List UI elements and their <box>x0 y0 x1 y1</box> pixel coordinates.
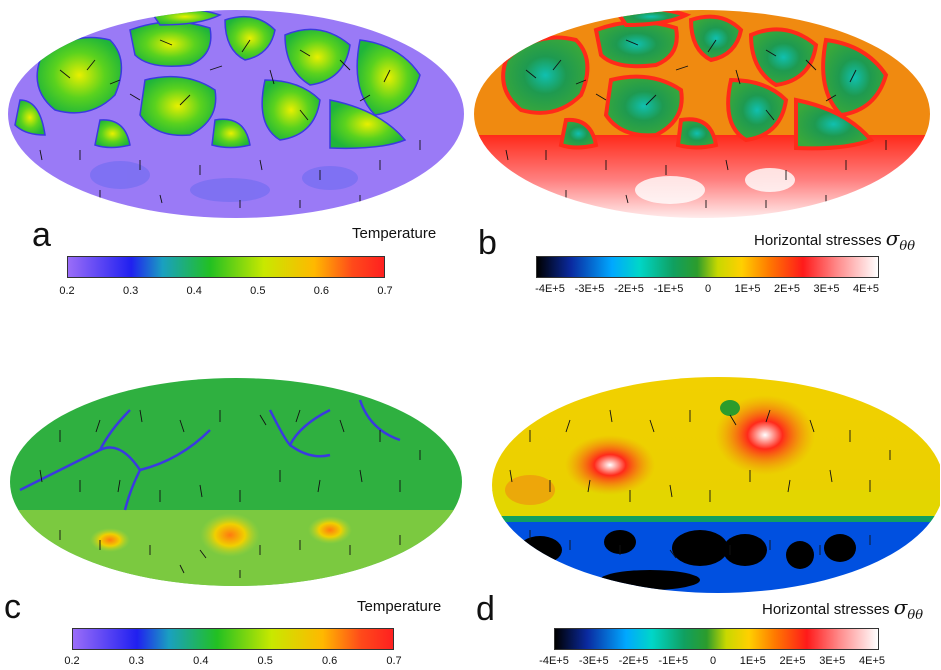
panel-a: a Temperature 0.2 0.3 0.4 0.5 0.6 0.7 <box>0 0 470 310</box>
colorbar-label-c: Temperature <box>357 598 442 615</box>
tick-label: -4E+5 <box>539 655 569 667</box>
tick-label: 0.7 <box>386 655 402 667</box>
tick-label: 0.4 <box>186 285 202 297</box>
mollweide-map-stress-d <box>492 377 940 593</box>
mollweide-map-stress-b <box>474 10 930 218</box>
compression-zones-d <box>518 530 856 590</box>
sigma-symbol-b: σ <box>885 226 900 250</box>
tick-label: 0.4 <box>193 655 209 667</box>
sigma-subscript-b: θθ <box>899 239 916 254</box>
tick-label: -2E+5 <box>618 655 649 667</box>
tick-label: 0.2 <box>64 655 80 667</box>
tick-label: 0.5 <box>257 655 273 667</box>
tick-label: 2E+5 <box>774 283 800 295</box>
sigma-subscript-d: θθ <box>907 608 924 623</box>
tick-label: 4E+5 <box>853 283 879 295</box>
panel-c: c Temperature 0.2 0.3 0.4 0.5 0.6 0.7 <box>0 370 470 669</box>
tick-label: 2E+5 <box>779 655 806 667</box>
colorbar-label-text-b: Horizontal stresses <box>754 232 882 249</box>
tick-label: 0 <box>709 655 717 667</box>
panel-d: d Horizontal stresses σθθ -4E+5 -3E+5 -2… <box>470 370 941 669</box>
panel-b: b Horizontal stresses σθθ -4E+5 -3E+5 -2… <box>470 0 941 310</box>
velocity-arrows-d <box>509 409 891 559</box>
sigma-symbol-d: σ <box>893 595 908 619</box>
tick-label: -3E+5 <box>574 283 605 295</box>
tick-label: 1E+5 <box>739 655 766 667</box>
panel-letter-b: b <box>478 224 497 262</box>
tick-label: 4E+5 <box>859 655 885 667</box>
tick-label: -3E+5 <box>578 655 609 667</box>
velocity-arrows-b <box>505 39 887 208</box>
tick-label: -1E+5 <box>658 655 689 667</box>
tick-label: -2E+5 <box>614 283 644 295</box>
velocity-arrows-c <box>39 409 421 578</box>
colorbar-ticks-b: -4E+5 -3E+5 -2E+5 -1E+5 0 1E+5 2E+5 3E+5… <box>535 282 879 298</box>
tick-label: 3E+5 <box>819 655 846 667</box>
panel-letter-d: d <box>476 590 495 628</box>
colorbar-label-b: Horizontal stresses σθθ <box>754 228 916 255</box>
colorbar-stress-b <box>536 256 879 278</box>
tick-label: 0.3 <box>122 285 139 297</box>
velocity-arrows-a <box>39 39 421 208</box>
mollweide-map-temperature-c <box>10 378 462 586</box>
colorbar-label-text-d: Horizontal stresses <box>762 601 890 618</box>
mollweide-map-temperature-a <box>8 10 464 218</box>
tick-label: 3E+5 <box>813 283 840 295</box>
tick-label: 1E+5 <box>734 283 761 295</box>
colorbar-ticks-c: 0.2 0.3 0.4 0.5 0.6 0.7 <box>64 654 401 670</box>
tick-label: 0.3 <box>128 655 145 667</box>
tick-label: 0.5 <box>250 285 266 297</box>
colorbar-ticks-a: 0.2 0.3 0.4 0.5 0.6 0.7 <box>59 284 392 300</box>
tick-label: 0.7 <box>377 285 393 297</box>
tick-label: -4E+5 <box>535 283 565 295</box>
colorbar-temperature-c <box>72 628 394 650</box>
panel-letter-a: a <box>32 216 51 254</box>
colorbar-stress-d <box>554 628 879 650</box>
tick-label: 0.6 <box>321 655 338 667</box>
tick-label: 0.2 <box>59 285 75 297</box>
colorbar-temperature-a <box>67 256 385 278</box>
panel-letter-c: c <box>4 588 21 626</box>
tick-label: 0 <box>704 283 712 295</box>
tick-label: -1E+5 <box>653 283 684 295</box>
colorbar-label-a: Temperature <box>352 225 437 242</box>
colorbar-label-d: Horizontal stresses σθθ <box>762 597 924 624</box>
tick-label: 0.6 <box>313 285 330 297</box>
colorbar-ticks-d: -4E+5 -3E+5 -2E+5 -1E+5 0 1E+5 2E+5 3E+5… <box>539 654 885 670</box>
